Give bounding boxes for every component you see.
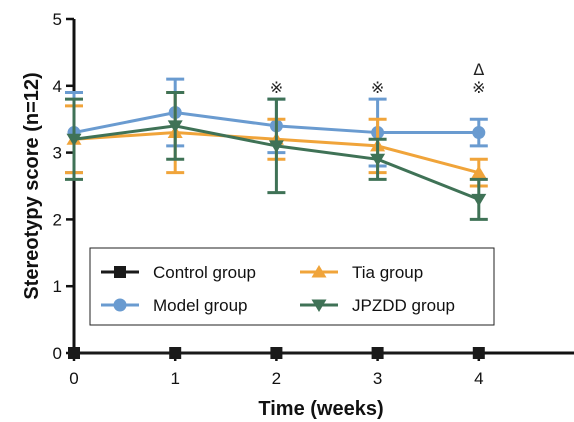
legend-label: Tia group <box>352 263 423 282</box>
x-tick-label: 0 <box>69 369 78 388</box>
series-jpzdd-group <box>65 90 488 221</box>
y-tick-label: 0 <box>53 344 62 363</box>
data-point <box>169 347 182 359</box>
y-tick-label: 5 <box>53 10 62 29</box>
annotation-label: ※ <box>371 78 384 97</box>
data-point <box>167 120 183 133</box>
data-point <box>66 133 82 147</box>
x-tick-label: 3 <box>373 369 382 388</box>
axes: 012345012345 <box>53 10 574 388</box>
legend: Control group Tia group Model group JPZDD g… <box>89 247 495 326</box>
legend-item: Control group <box>101 263 256 282</box>
data-point <box>471 193 487 207</box>
y-tick-label: 4 <box>53 77 62 96</box>
legend-item: Tia group <box>300 263 423 282</box>
legend-box <box>89 247 495 326</box>
data-point <box>471 165 487 179</box>
y-tick-label: 2 <box>53 210 62 229</box>
legend-label: Control group <box>153 263 256 282</box>
y-tick-label: 1 <box>53 277 62 296</box>
data-point <box>268 140 284 153</box>
annotation-label: Δ <box>473 60 484 79</box>
data-point <box>371 347 384 359</box>
legend-item: JPZDD group <box>300 296 455 315</box>
annotations: ※ ※Δ※ <box>270 60 486 97</box>
y-axis-title: Stereotypy score (n=12) <box>21 72 43 299</box>
annotation-label: ※ <box>270 78 283 97</box>
data-point <box>472 347 485 359</box>
x-tick-label: 1 <box>170 369 179 388</box>
data-point <box>370 153 386 167</box>
legend-marker <box>113 298 127 312</box>
data-point <box>68 347 80 359</box>
annotation-label: ※ <box>472 78 485 97</box>
x-tick-label: 4 <box>474 369 483 388</box>
x-tick-label: 2 <box>272 369 281 388</box>
data-point <box>270 347 283 359</box>
x-axis-title: Time (weeks) <box>258 398 383 420</box>
legend-marker <box>311 299 327 312</box>
legend-marker <box>311 265 327 278</box>
plot-area <box>65 77 488 359</box>
legend-item: Model group <box>101 296 248 315</box>
series-control-group <box>68 347 485 359</box>
y-tick-label: 3 <box>53 144 62 163</box>
data-point <box>472 126 486 140</box>
legend-label: Model group <box>153 296 248 315</box>
legend-marker <box>114 266 126 278</box>
legend-label: JPZDD group <box>352 296 455 315</box>
